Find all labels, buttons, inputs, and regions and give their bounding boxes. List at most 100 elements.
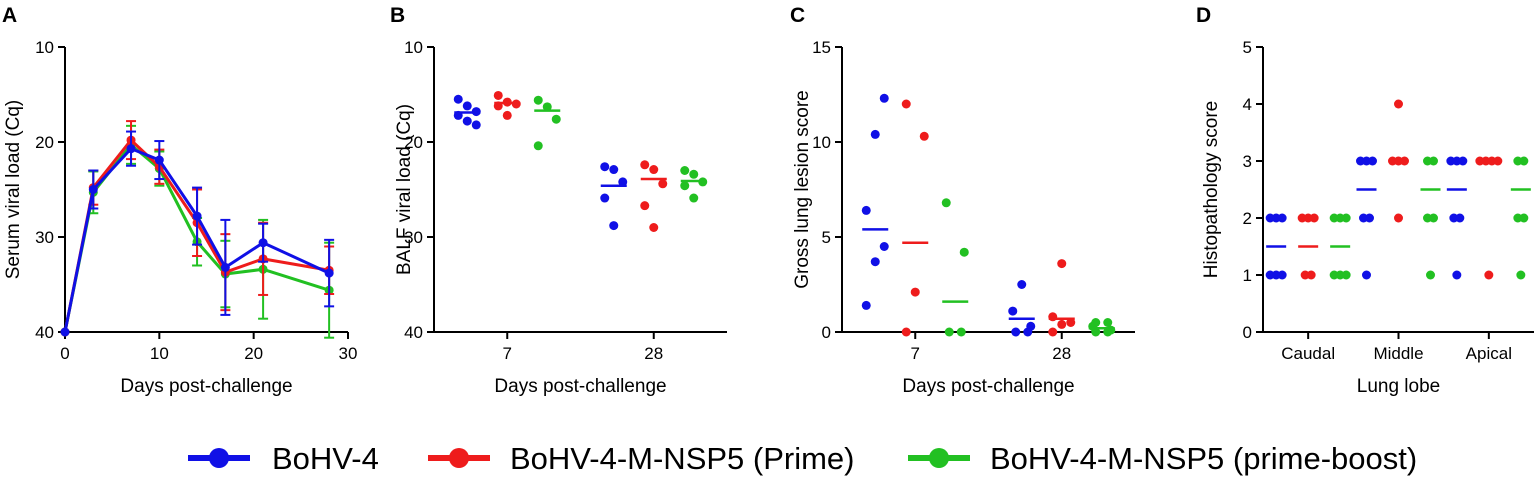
data-point (1429, 156, 1438, 166)
data-point (1017, 280, 1027, 289)
group-BoHV-4-Apical (1446, 156, 1468, 280)
group-PrimeBoost-7 (533, 95, 561, 151)
panel-B: B 10 20 30 40 BALF viral load (Cq) Days post-c… (390, 4, 727, 397)
data-point (1429, 213, 1438, 223)
data-point (154, 155, 164, 165)
data-point (870, 257, 880, 267)
group-BoHV-4-28 (600, 162, 628, 231)
x-tick-label: 7 (911, 344, 920, 363)
data-point (618, 177, 628, 187)
data-point (1484, 270, 1494, 280)
data-point (471, 120, 481, 130)
y-tick-label: 30 (404, 228, 423, 247)
x-tick-label: 7 (503, 344, 512, 363)
legend-marker (209, 448, 229, 468)
data-point (649, 223, 659, 232)
legend: BoHV-4 BoHV-4-M-NSP5 (Prime) BoHV-4-M-NSP5… (188, 441, 1417, 476)
data-point (944, 327, 954, 337)
data-point (1519, 213, 1529, 223)
data-point (1057, 319, 1067, 329)
group-BoHV-4-28 (1008, 280, 1036, 337)
data-point (919, 131, 929, 141)
legend-item-BoHV-4: BoHV-4 (188, 441, 379, 476)
data-point (640, 201, 650, 211)
x-tick-label: Apical (1466, 344, 1512, 363)
group-PrimeBoost-28 (680, 166, 708, 203)
data-point (1426, 270, 1435, 280)
x-tick-label: 0 (60, 344, 69, 363)
data-point (600, 162, 610, 172)
data-point (126, 144, 136, 154)
panel-C: C 0 5 10 15 Gross lung lesion score Days post-… (790, 4, 1135, 397)
y-tick-label: 10 (404, 38, 423, 57)
legend-label: BoHV-4-M-NSP5 (prime-boost) (990, 441, 1417, 476)
group-PrimeBoost-Middle (1420, 156, 1441, 280)
y-tick-label: 10 (35, 38, 54, 57)
data-point (258, 238, 268, 248)
data-point (1048, 327, 1058, 337)
group-Prime-28 (1048, 259, 1076, 337)
data-point (1306, 270, 1316, 280)
y-tick-label: 5 (822, 228, 831, 247)
y-tick-label: 40 (404, 323, 423, 342)
data-point (879, 93, 889, 103)
x-axis-label: Days post-challenge (494, 376, 666, 397)
group-BoHV-4-Caudal (1265, 213, 1287, 280)
y-tick-label: 40 (35, 323, 54, 342)
group-Prime-Caudal (1297, 213, 1319, 280)
y-tick-label: 2 (1243, 209, 1252, 228)
panel-letter: C (790, 4, 805, 27)
y-tick-label: 1 (1243, 266, 1252, 285)
y-tick-label: 4 (1243, 95, 1252, 114)
data-point (956, 327, 966, 337)
data-point (689, 193, 699, 203)
group-BoHV-4-Middle (1356, 156, 1377, 280)
data-point (220, 262, 230, 272)
data-point (649, 165, 659, 175)
data-point (502, 110, 512, 120)
y-tick-label: 5 (1243, 38, 1252, 57)
data-point (1394, 99, 1403, 109)
data-point (609, 165, 619, 175)
data-point (324, 268, 334, 278)
group-PrimeBoost-Apical (1510, 156, 1531, 280)
data-point (1309, 213, 1319, 223)
group-Prime-28 (640, 160, 668, 232)
y-axis-label: Histopathology score (1201, 101, 1222, 278)
data-point (192, 211, 202, 221)
y-tick-label: 15 (812, 38, 831, 57)
group-BoHV-4-7 (861, 93, 889, 310)
y-tick-label: 10 (812, 133, 831, 152)
data-point (640, 160, 650, 170)
data-point (1057, 259, 1067, 269)
data-point (680, 166, 690, 175)
data-point (1103, 318, 1113, 327)
data-point (680, 181, 690, 191)
data-point (533, 95, 543, 105)
x-tick-label: 28 (644, 344, 663, 363)
data-point (88, 185, 98, 194)
y-tick-label: 20 (35, 133, 54, 152)
y-tick-label: 30 (35, 228, 54, 247)
data-point (1066, 318, 1076, 327)
y-axis-label: BALF viral load (Cq) (394, 104, 415, 275)
group-PrimeBoost-28 (1088, 318, 1116, 337)
data-point (1091, 318, 1101, 327)
group-Prime-7 (901, 99, 929, 337)
x-tick-label: 20 (244, 344, 263, 363)
data-point (1011, 327, 1021, 337)
data-point (60, 327, 70, 337)
data-point (959, 247, 969, 257)
data-point (1341, 270, 1351, 280)
group-Prime-7 (493, 90, 521, 120)
data-point (600, 193, 610, 203)
x-tick-label: 28 (1052, 344, 1071, 363)
data-point (1516, 270, 1526, 280)
data-point (910, 287, 920, 297)
group-PrimeBoost-Caudal (1329, 213, 1351, 280)
data-point (870, 129, 880, 139)
data-point (1026, 321, 1036, 331)
group-Prime-Middle (1388, 99, 1409, 223)
y-tick-label: 3 (1243, 152, 1252, 171)
